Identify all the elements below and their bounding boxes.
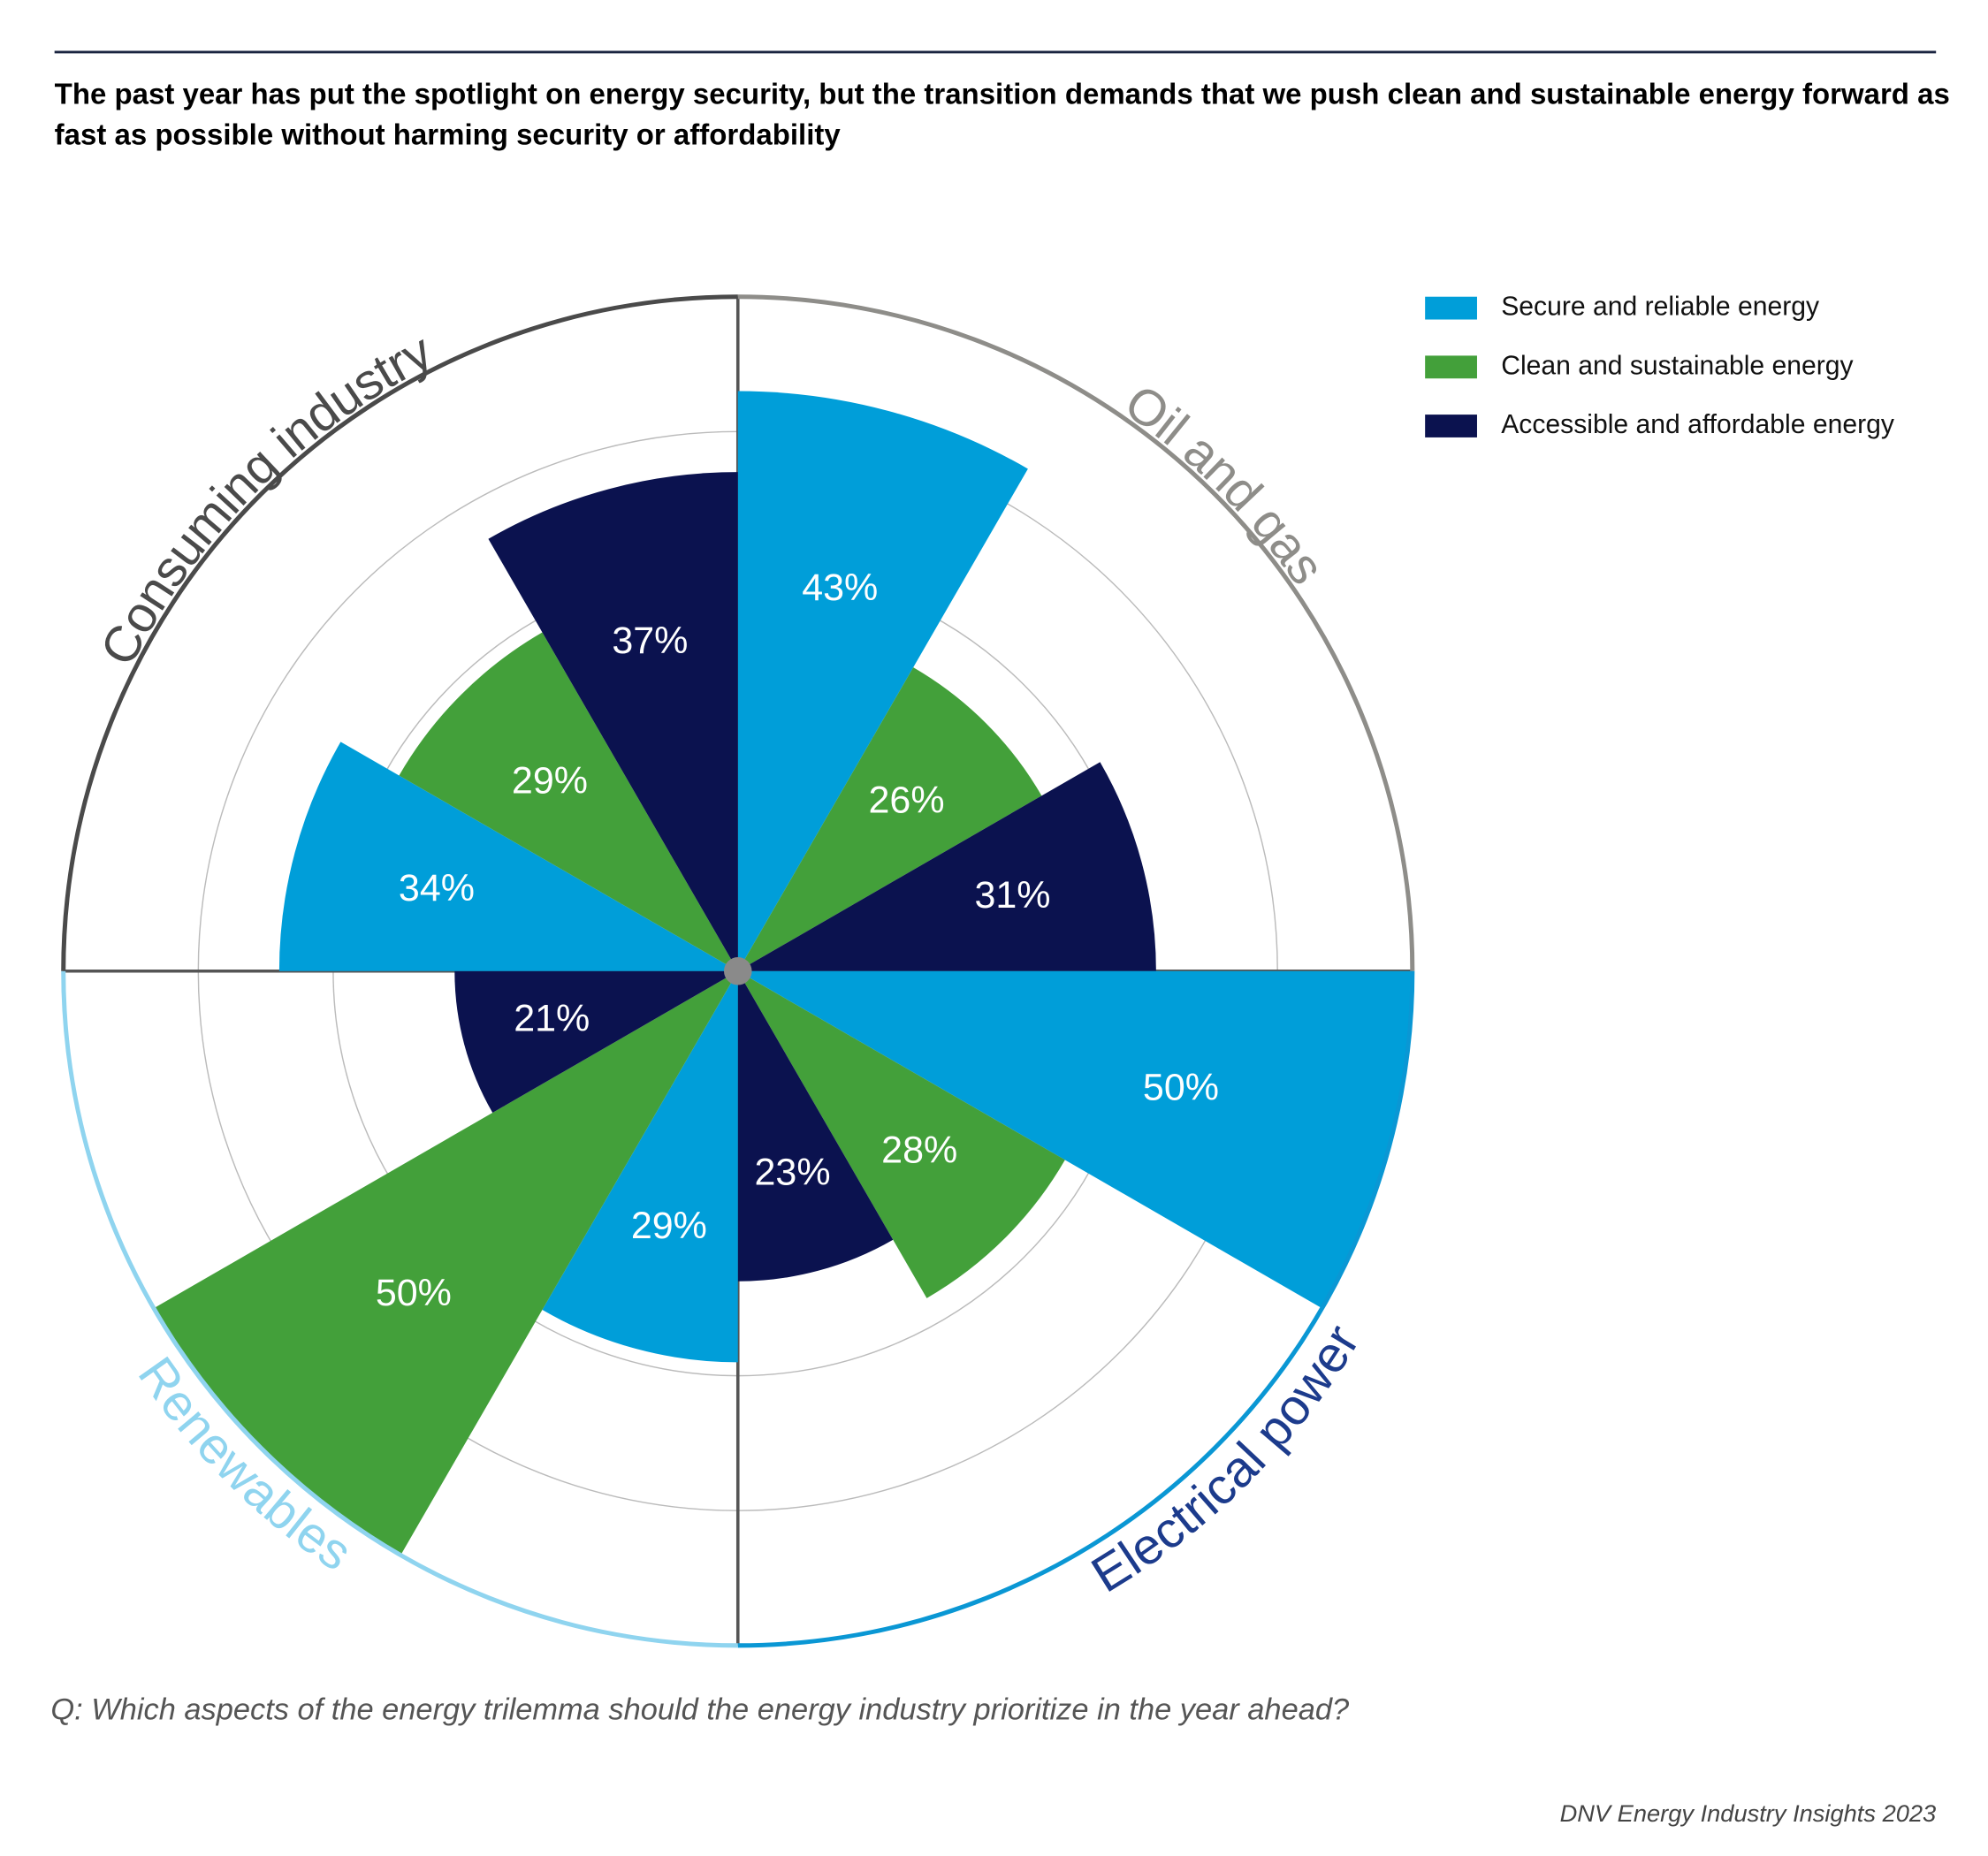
sector bbox=[737, 970, 1413, 1309]
sector bbox=[153, 970, 738, 1556]
value-label: 34% bbox=[399, 867, 475, 909]
value-label: 50% bbox=[1143, 1066, 1219, 1108]
legend-label: Clean and sustainable energy bbox=[1501, 351, 1853, 380]
value-label: 29% bbox=[631, 1205, 707, 1247]
legend-label: Accessible and affordable energy bbox=[1501, 410, 1894, 439]
value-label: 23% bbox=[754, 1152, 830, 1194]
sector bbox=[737, 762, 1156, 971]
legend-swatch bbox=[1425, 355, 1477, 379]
source: DNV Energy Industry Insights 2023 bbox=[1560, 1799, 1937, 1827]
value-label: 26% bbox=[869, 779, 945, 821]
legend-swatch bbox=[1425, 415, 1477, 437]
sector bbox=[399, 632, 738, 971]
sector bbox=[737, 391, 1028, 971]
sector bbox=[454, 970, 738, 1114]
sector bbox=[542, 970, 738, 1363]
sector bbox=[737, 970, 894, 1282]
value-label: 29% bbox=[512, 759, 588, 802]
title-box: The past year has put the spotlight on e… bbox=[54, 77, 1950, 151]
question: Q: Which aspects of the energy trilemma … bbox=[50, 1692, 1350, 1726]
outer-arc bbox=[737, 970, 1415, 1648]
outer-arc bbox=[61, 970, 738, 1648]
outer-arc bbox=[61, 294, 738, 971]
outer-arc bbox=[737, 294, 1415, 971]
chart-title: The past year has put the spotlight on e… bbox=[54, 77, 1950, 151]
legend-swatch bbox=[1425, 296, 1477, 320]
center-dot bbox=[723, 956, 752, 985]
value-label: 50% bbox=[376, 1272, 452, 1314]
value-label: 31% bbox=[974, 874, 1050, 917]
value-label: 37% bbox=[612, 620, 688, 662]
value-label: 28% bbox=[881, 1130, 957, 1172]
sector bbox=[737, 667, 1042, 971]
sector bbox=[737, 970, 1065, 1298]
legend-label: Secure and reliable energy bbox=[1501, 293, 1819, 322]
sector bbox=[488, 472, 738, 971]
sector bbox=[278, 742, 738, 971]
value-label: 21% bbox=[514, 998, 590, 1040]
value-label: 43% bbox=[802, 567, 878, 609]
